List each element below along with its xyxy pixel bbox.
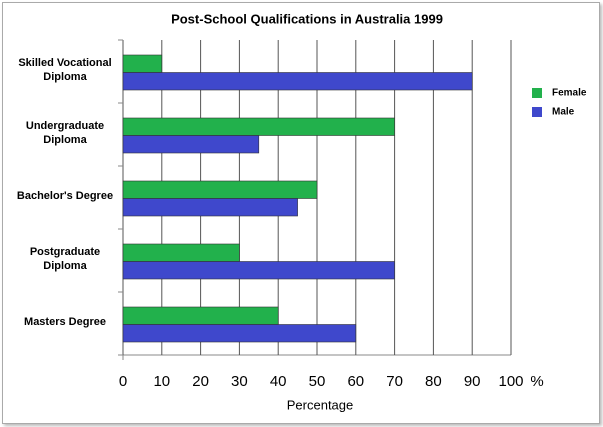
legend-swatch [532,107,542,117]
x-tick-label: 60 [347,373,364,390]
legend-label: Female [552,88,587,99]
x-tick-label: 80 [425,373,442,390]
bar [122,54,163,73]
x-tick-label: 40 [270,373,287,390]
bar [122,135,260,154]
bar [122,180,318,199]
bar [122,117,395,136]
x-tick-label: 10 [153,373,170,390]
bar [122,324,357,343]
bar [122,72,473,91]
chart-title: Post-School Qualifications in Australia … [171,11,443,26]
x-tick-label: 30 [231,373,248,390]
x-tick-label: 100 [498,373,523,390]
bar [122,243,240,262]
x-tick-label: 0 [119,373,127,390]
x-tick-label: 50 [309,373,326,390]
y-tick-label: Bachelor's Degree [16,189,114,202]
y-tick-label: Undergraduate Diploma [25,119,105,146]
y-tick-label: Postgraduate Diploma [29,245,101,272]
legend-label: Male [552,107,575,118]
x-tick-label: 90 [464,373,481,390]
y-tick-label: Skilled Vocational Diploma [18,56,112,83]
x-tick-label: 20 [192,373,209,390]
bar [122,198,298,217]
y-tick-label: Masters Degree [24,315,106,328]
bar [122,261,395,280]
x-tick-label: 70 [386,373,403,390]
x-axis-label: Percentage [287,397,354,412]
legend-swatch [532,88,542,98]
x-unit: % [530,373,543,390]
bar [122,306,279,325]
